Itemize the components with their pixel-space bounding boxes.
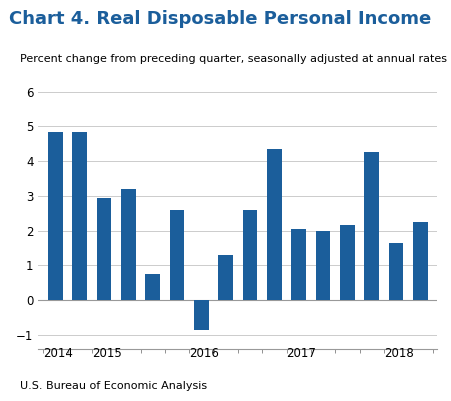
Text: Chart 4. Real Disposable Personal Income: Chart 4. Real Disposable Personal Income xyxy=(9,10,431,28)
Bar xyxy=(340,225,355,300)
Bar xyxy=(218,255,233,300)
Text: U.S. Bureau of Economic Analysis: U.S. Bureau of Economic Analysis xyxy=(20,381,207,391)
Bar xyxy=(121,189,136,300)
Bar xyxy=(316,231,331,300)
Bar xyxy=(170,210,184,300)
Bar xyxy=(243,210,258,300)
Bar xyxy=(389,243,403,300)
Text: 2016: 2016 xyxy=(189,347,219,360)
Bar xyxy=(267,149,282,300)
Text: 2017: 2017 xyxy=(286,347,317,360)
Text: Percent change from preceding quarter, seasonally adjusted at annual rates: Percent change from preceding quarter, s… xyxy=(20,54,447,64)
Bar xyxy=(73,132,87,300)
Bar xyxy=(48,132,63,300)
Bar xyxy=(364,152,379,300)
Bar xyxy=(413,222,428,300)
Text: 2018: 2018 xyxy=(384,347,414,360)
Bar xyxy=(97,198,111,300)
Text: 2015: 2015 xyxy=(92,347,122,360)
Bar xyxy=(145,274,160,300)
Text: 2014: 2014 xyxy=(43,347,73,360)
Bar xyxy=(194,300,209,330)
Bar xyxy=(291,229,306,300)
